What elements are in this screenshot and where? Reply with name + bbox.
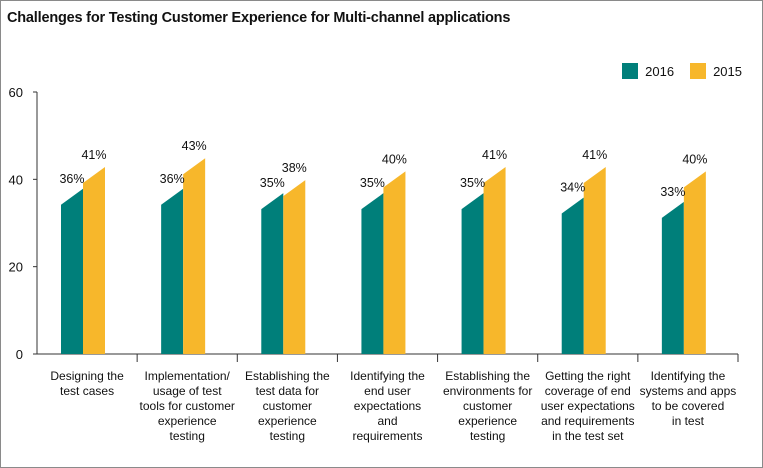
x-category-label-line: usage of test [153,384,222,398]
data-label-2016: 33% [660,185,685,199]
legend-label-2016: 2016 [645,63,675,79]
bar-2015 [83,166,105,354]
bar-2015 [583,166,606,354]
x-category-label-line: Identifying the [651,369,726,383]
x-category-label-line: and [377,414,397,428]
bar-2015 [183,158,206,354]
bar-2016 [361,193,384,354]
data-label-2015: 40% [682,152,707,166]
x-category-label-line: requirements [352,429,422,443]
x-category-label-line: systems and apps [640,384,737,398]
data-label-2015: 40% [382,152,407,166]
chart-title: Challenges for Testing Customer Experien… [7,10,511,26]
x-category-label-line: customer [263,399,312,413]
x-category-label-line: Establishing the [245,369,330,383]
data-label-2016: 35% [460,176,485,190]
data-label-2015: 41% [582,148,607,162]
x-category-label: Designing the test cases [50,369,124,398]
legend-swatch-2015 [690,63,707,79]
x-category-label-line: test cases [60,384,114,398]
x-category-label-line: Implementation/ [145,369,231,383]
bar-2015 [383,171,406,354]
y-tick-label: 40 [9,172,23,187]
x-category-label-line: coverage of end [545,384,631,398]
bar-2016 [261,193,284,354]
y-tick-label: 0 [16,347,23,362]
data-label-2015: 38% [282,161,307,175]
legend-item-2016: 2016 [622,63,674,79]
data-label-2016: 34% [560,181,585,195]
x-category-label-line: expectations [354,399,421,413]
bar-2015 [683,171,706,354]
x-category-label-line: testing [170,429,205,443]
x-category-label: Establishing the test data for customer exp… [245,369,330,443]
legend: 2016 2015 [606,63,742,79]
bar-2016 [561,197,584,354]
x-category-label-line: to be covered [652,399,725,413]
x-category-label: Getting the right coverage of end user exp… [541,369,635,443]
x-category-label-line: experience [258,414,317,428]
legend-label-2015: 2015 [713,63,742,79]
x-category-label-line: environments for [443,384,532,398]
x-category-label-line: test data for [256,384,319,398]
data-label-2015: 41% [81,148,106,162]
bar-2016 [661,201,684,354]
x-category-label-line: testing [270,429,305,443]
x-category-label-line: Establishing the [445,369,530,383]
x-category-label-line: experience [158,414,217,428]
data-label-2016: 36% [59,172,84,186]
data-label-2016: 36% [160,172,185,186]
x-category-label-line: experience [458,414,517,428]
x-category-label-line: testing [470,429,505,443]
x-category-label: Identifying the end user expectations and re… [350,369,425,443]
legend-swatch-2016 [622,63,639,79]
x-category-label-line: in the test set [552,429,624,443]
data-label-2015: 43% [182,139,207,153]
x-category-label-line: Getting the right [545,369,631,383]
x-category-label: Identifying the systems and apps to be cov… [640,369,737,428]
bar-2016 [61,188,83,354]
x-category-label-line: end user [364,384,411,398]
x-category-label: Implementation/usage of test tools for cu… [140,369,235,443]
x-category-label-line: in test [672,414,705,428]
data-label-2016: 35% [360,176,385,190]
x-category-label: Establishing the environments for customer… [443,369,532,443]
x-category-label-line: Designing the [50,369,124,383]
y-tick-label: 20 [9,260,23,275]
y-tick-label: 60 [9,85,23,100]
x-category-label-line: and requirements [541,414,634,428]
data-label-2016: 35% [260,176,285,190]
x-category-label-line: Identifying the [350,369,425,383]
x-category-label-line: tools for customer [140,399,235,413]
bar-2015 [483,166,506,354]
data-label-2015: 41% [482,148,507,162]
x-category-label-line: customer [463,399,512,413]
x-category-label-line: user expectations [541,399,635,413]
bar-2015 [283,180,306,354]
legend-item-2015: 2015 [690,63,742,79]
bar-2016 [461,193,484,354]
bar-2016 [161,188,184,354]
